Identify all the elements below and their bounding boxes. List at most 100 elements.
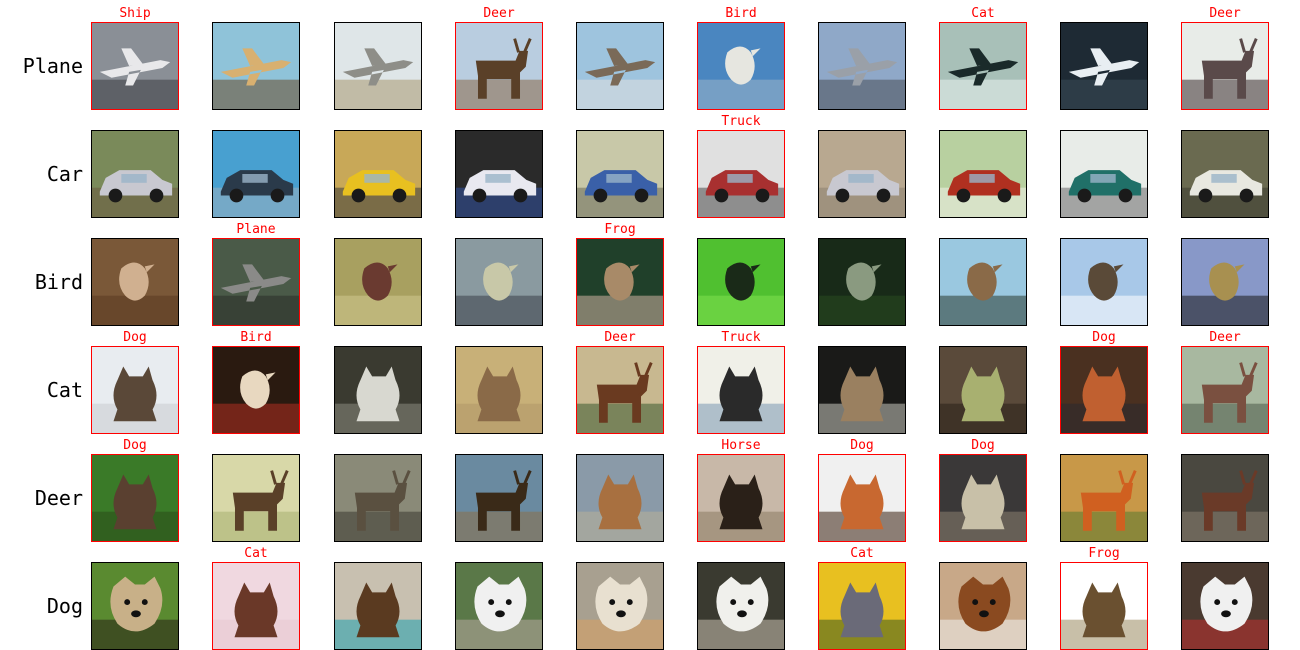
predicted-label: Dog (123, 330, 147, 345)
image-tile (1060, 238, 1148, 326)
predicted-label: Cat (244, 546, 268, 561)
image-tile (939, 562, 1027, 650)
misclassified-image-tile (91, 346, 179, 434)
image-tile (1181, 562, 1269, 650)
image-tile (818, 130, 906, 218)
predicted-label: Cat (850, 546, 874, 561)
image-tile (576, 22, 664, 110)
predicted-label: Horse (721, 438, 761, 453)
predicted-label: Frog (1088, 546, 1120, 561)
image-tile (334, 346, 422, 434)
deer-thumbnail (1182, 23, 1268, 109)
predicted-label: Dog (850, 438, 874, 453)
row-label: Cat (46, 378, 83, 402)
animal-thumbnail (335, 563, 421, 649)
animal-thumbnail (92, 455, 178, 541)
image-tile (455, 238, 543, 326)
plane-thumbnail (940, 23, 1026, 109)
plane-thumbnail (213, 23, 299, 109)
misclassified-image-tile (1060, 346, 1148, 434)
animal-thumbnail (698, 347, 784, 433)
image-tile (91, 130, 179, 218)
plane-thumbnail (213, 239, 299, 325)
image-tile (1060, 22, 1148, 110)
plane-thumbnail (577, 23, 663, 109)
image-tile (697, 562, 785, 650)
predicted-label: Ship (119, 6, 151, 21)
row-label: Bird (34, 270, 83, 294)
predicted-label: Truck (721, 330, 761, 345)
predicted-label: Deer (1209, 6, 1241, 21)
car-thumbnail (335, 131, 421, 217)
dog-thumbnail (698, 563, 784, 649)
animal-thumbnail (213, 563, 299, 649)
misclassified-image-tile (576, 346, 664, 434)
misclassified-image-tile (1181, 346, 1269, 434)
misclassified-image-tile (91, 454, 179, 542)
animal-thumbnail (819, 455, 905, 541)
car-thumbnail (1061, 131, 1147, 217)
image-tile (576, 130, 664, 218)
animal-thumbnail (335, 347, 421, 433)
animal-thumbnail (698, 455, 784, 541)
image-tile (212, 454, 300, 542)
image-tile (334, 130, 422, 218)
plane-thumbnail (1061, 23, 1147, 109)
misclassified-image-tile (939, 22, 1027, 110)
image-tile (576, 454, 664, 542)
misclassified-image-tile (1181, 22, 1269, 110)
deer-thumbnail (1182, 347, 1268, 433)
predicted-label: Dog (123, 438, 147, 453)
misclassified-image-tile (212, 238, 300, 326)
predicted-label: Plane (236, 222, 276, 237)
image-tile (1060, 130, 1148, 218)
bird-thumbnail (1061, 239, 1147, 325)
car-thumbnail (698, 131, 784, 217)
bird-thumbnail (698, 239, 784, 325)
image-tile (334, 562, 422, 650)
bird-thumbnail (940, 239, 1026, 325)
predicted-label: Truck (721, 114, 761, 129)
misclassified-image-tile (212, 346, 300, 434)
misclassified-image-tile (697, 130, 785, 218)
deer-thumbnail (1182, 455, 1268, 541)
bird-thumbnail (335, 239, 421, 325)
predicted-label: Dog (971, 438, 995, 453)
misclassified-image-tile (455, 22, 543, 110)
bird-thumbnail (577, 239, 663, 325)
dog-thumbnail (92, 563, 178, 649)
predicted-label: Cat (971, 6, 995, 21)
image-tile (818, 346, 906, 434)
image-tile (91, 238, 179, 326)
predicted-label: Bird (240, 330, 272, 345)
animal-thumbnail (92, 347, 178, 433)
image-tile (334, 22, 422, 110)
row-label: Car (46, 162, 83, 186)
bird-thumbnail (456, 239, 542, 325)
predicted-label: Deer (604, 330, 636, 345)
car-thumbnail (940, 131, 1026, 217)
deer-thumbnail (456, 455, 542, 541)
misclassified-image-tile (818, 562, 906, 650)
bird-thumbnail (819, 239, 905, 325)
image-tile (576, 562, 664, 650)
misclassified-image-tile (91, 22, 179, 110)
image-tile (1181, 130, 1269, 218)
image-tile (455, 454, 543, 542)
animal-thumbnail (940, 455, 1026, 541)
deer-thumbnail (335, 455, 421, 541)
misclassified-image-tile (212, 562, 300, 650)
animal-thumbnail (1061, 563, 1147, 649)
image-tile (1181, 454, 1269, 542)
image-tile (212, 130, 300, 218)
image-tile (939, 130, 1027, 218)
image-tile (334, 454, 422, 542)
image-tile (1060, 454, 1148, 542)
deer-thumbnail (456, 23, 542, 109)
dog-thumbnail (1182, 563, 1268, 649)
bird-thumbnail (698, 23, 784, 109)
plane-thumbnail (92, 23, 178, 109)
predicted-label: Bird (725, 6, 757, 21)
image-tile (939, 238, 1027, 326)
animal-thumbnail (456, 347, 542, 433)
